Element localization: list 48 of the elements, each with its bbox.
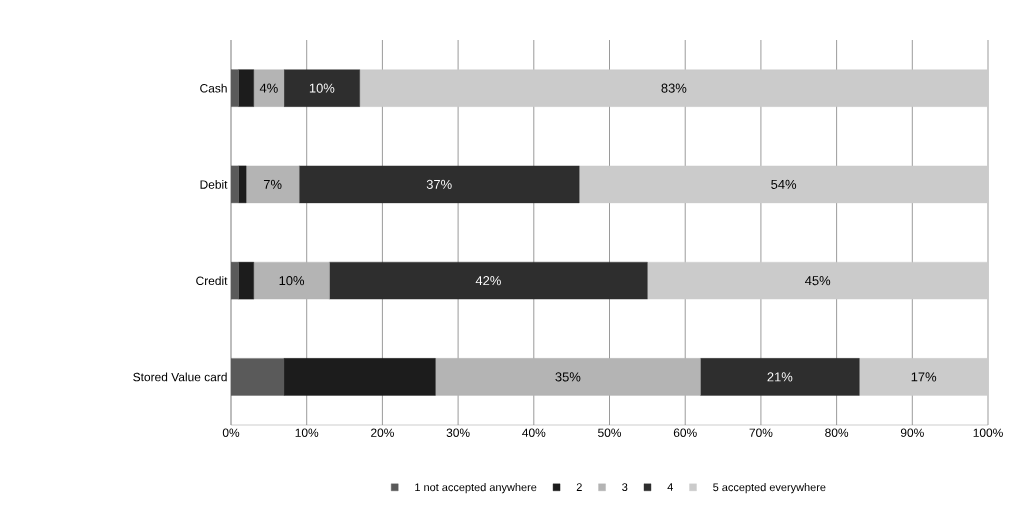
y-tick-label: Debit [200, 179, 228, 189]
x-tick-label: 10% [295, 428, 319, 437]
x-tick-label: 20% [371, 428, 394, 437]
bar [579, 165, 989, 204]
data-label: 4% [259, 83, 278, 93]
bar [253, 69, 285, 107]
y-tick-label: Credit [196, 276, 228, 286]
data-label: 17% [911, 372, 937, 382]
x-tick-label: 60% [673, 428, 697, 437]
bar [238, 69, 254, 107]
bar [238, 261, 254, 300]
data-label: 45% [805, 276, 831, 286]
bar [647, 261, 989, 300]
legend-label: 2 [576, 483, 582, 491]
x-tick-label: 100% [973, 428, 1003, 437]
y-tick-label: Stored Value card [133, 372, 227, 382]
data-label: 83% [661, 83, 687, 93]
data-label: 21% [767, 372, 793, 382]
legend-label: 1 not accepted anywhere [415, 483, 537, 494]
x-tick-label: 90% [900, 428, 924, 437]
data-label: 37% [426, 179, 452, 189]
bar [435, 358, 701, 396]
bar [283, 69, 360, 107]
bar [283, 358, 436, 396]
x-tick-label: 0% [222, 428, 240, 437]
x-tick-label: 80% [825, 428, 849, 437]
x-tick-label: 30% [446, 428, 470, 437]
bar [700, 358, 860, 396]
bar [238, 165, 247, 204]
data-label: 35% [555, 372, 581, 382]
x-tick-label: 70% [749, 428, 773, 437]
legend-label: 5 accepted everywhere [713, 483, 826, 494]
x-tick-label: 50% [598, 428, 622, 437]
bar [245, 165, 300, 204]
legend-label: 3 [622, 483, 628, 491]
x-tick-label: 40% [522, 428, 546, 437]
data-label: 54% [771, 179, 797, 189]
data-label: 7% [263, 179, 282, 189]
bar [329, 261, 648, 300]
bar [298, 165, 580, 204]
y-tick-label: Cash [200, 83, 227, 93]
bar [359, 69, 989, 107]
data-label: 42% [475, 276, 501, 286]
bar [859, 358, 989, 396]
data-label: 10% [279, 276, 305, 286]
legend-label: 4 [667, 483, 673, 491]
data-label: 10% [309, 83, 335, 93]
bar [253, 261, 330, 300]
